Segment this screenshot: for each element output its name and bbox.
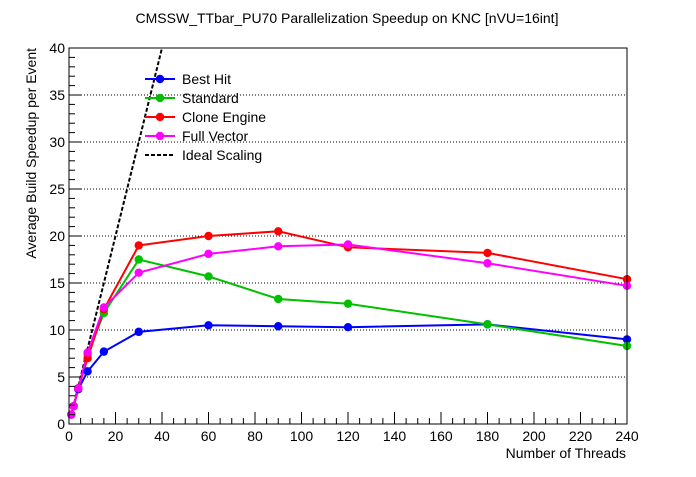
legend-label-standard: Standard [182,90,239,106]
y-tick-label: 15 [49,275,65,291]
grid-lines [69,94,627,378]
chart-title: CMSSW_TTbar_PU70 Parallelization Speedup… [136,10,559,26]
x-tick-label: 220 [569,428,593,444]
x-axis-label: Number of Threads [506,445,626,461]
x-tick-label: 200 [522,428,546,444]
y-tick-label: 25 [49,181,65,197]
full-vector-point [83,348,92,357]
x-tick-label: 120 [336,428,360,444]
best-hit-point [274,322,283,331]
x-tick-label: 100 [290,428,314,444]
standard-point [274,294,283,304]
legend-marker-best-hit [155,74,165,84]
full-vector-point [134,268,143,277]
legend-label-full-vector: Full Vector [182,128,248,144]
legend-label-best-hit: Best Hit [182,71,231,87]
clone-engine-point [274,227,283,236]
legend: Best Hit Standard Clone Engine Full Vector I… [145,71,266,163]
standard-point [343,299,353,308]
clone-engine-point [483,248,492,258]
x-tick-label: 240 [615,428,639,444]
x-tick-label: 160 [429,428,453,444]
y-tick-label: 20 [49,228,65,244]
full-vector-point [99,303,109,312]
y-tick-label: 5 [57,369,65,385]
best-hit-point [204,321,213,330]
axes: 0 20 40 60 80 100 120 140 160 180 200 220 240 0 5 10 15 2… [49,40,638,444]
y-tick-label: 40 [49,40,65,56]
full-vector-point [274,242,283,251]
x-tick-label: 40 [154,428,170,444]
legend-marker-full-vector [155,131,165,141]
full-vector-point [343,240,353,249]
y-tick-label: 10 [49,322,65,338]
legend-marker-standard [155,93,165,103]
y-axis-label: Average Build Speedup per Event [23,48,39,259]
standard-point [204,272,213,281]
best-hit-point [343,322,353,332]
y-tick-label: 35 [49,87,65,103]
x-tick-label: 140 [383,428,407,444]
best-hit-point [134,327,143,337]
y-tick-label: 0 [57,416,65,432]
best-hit-point [83,367,92,376]
clone-engine-point [134,241,143,250]
y-tick-label: 30 [49,134,65,150]
full-vector-point [69,401,78,411]
legend-marker-clone-engine [155,112,165,122]
x-tick-label: 0 [65,428,73,444]
legend-label-clone-engine: Clone Engine [182,109,266,125]
x-tick-label: 80 [247,428,263,444]
clone-engine-line [70,230,628,415]
standard-point [134,255,143,264]
best-hit-point [99,347,109,356]
series-layer [67,227,632,419]
full-vector-point [483,259,492,268]
full-vector-point [74,384,83,393]
legend-label-ideal-scaling: Ideal Scaling [182,147,262,163]
x-tick-label: 20 [108,428,124,444]
full-vector-point [204,249,213,259]
standard-point [483,320,492,329]
x-tick-label: 180 [476,428,500,444]
best-hit-line [70,323,628,415]
x-tick-label: 60 [201,428,217,444]
clone-engine-point [204,231,213,241]
